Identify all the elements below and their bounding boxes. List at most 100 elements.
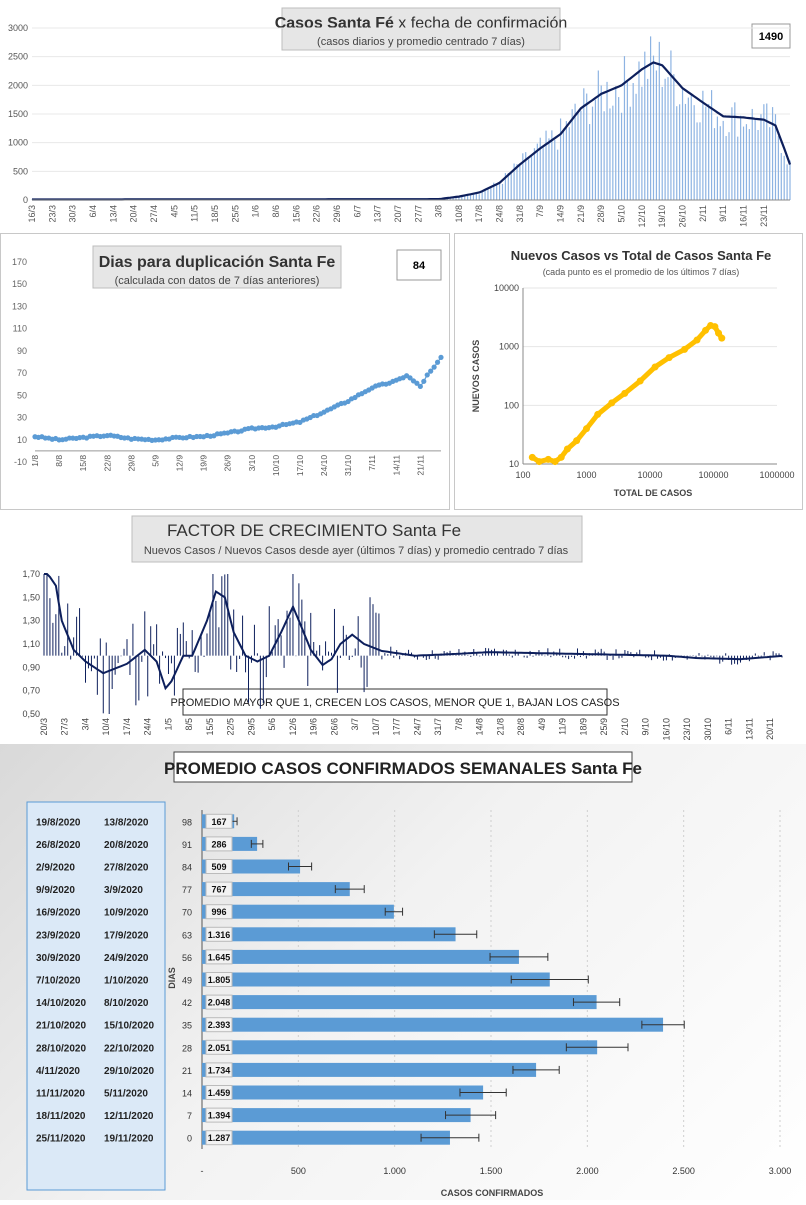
- doubling-subtitle: (calculada con datos de 7 días anteriore…: [115, 275, 320, 287]
- cases-xtick: 13/4: [108, 205, 118, 223]
- scatter-point: [636, 377, 644, 385]
- cases-xtick: 4/5: [169, 205, 179, 218]
- growth-xtick: 22/5: [226, 718, 236, 736]
- doubling-xtick: 26/9: [223, 455, 233, 472]
- cases-xtick: 22/6: [312, 205, 322, 223]
- growth-xtick: 5/6: [267, 718, 277, 731]
- cases-xtick: 7/9: [535, 205, 545, 218]
- scatter-point: [557, 453, 565, 461]
- weekly-value-label: 1.645: [208, 952, 231, 962]
- weekly-start-date: 17/9/2020: [104, 930, 149, 941]
- growth-xtick: 30/10: [703, 718, 713, 741]
- weekly-start-date: 10/9/2020: [104, 908, 149, 919]
- scatter-point: [715, 329, 723, 337]
- growth-xtick: 10/7: [371, 718, 381, 736]
- weekly-value-label: 1.734: [208, 1065, 231, 1075]
- cases-xtick: 20/4: [129, 205, 139, 223]
- cases-xtick: 18/5: [210, 205, 220, 223]
- weekly-value-label: 2.048: [208, 998, 231, 1008]
- scatter-point: [528, 453, 536, 461]
- cases-xtick: 29/6: [332, 205, 342, 223]
- weekly-bar: [202, 1017, 664, 1032]
- growth-xtick: 14/8: [475, 718, 485, 736]
- growth-xtick: 3/7: [350, 718, 360, 731]
- doubling-ytick: 110: [13, 324, 27, 334]
- scatter-point: [563, 445, 571, 453]
- cases-xtick: 17/8: [474, 205, 484, 223]
- scatter-ytick: 1000: [499, 342, 519, 352]
- weekly-chart-panel: PROMEDIO CASOS CONFIRMADOS SEMANALES San…: [0, 744, 806, 1200]
- doubling-xtick: 1/8: [30, 455, 40, 467]
- cases-ytick: 1000: [8, 138, 28, 148]
- cases-badge: 1490: [759, 31, 783, 43]
- weekly-label-box: [205, 1062, 233, 1078]
- cases-ytick: 2000: [8, 80, 28, 90]
- growth-xtick: 29/5: [246, 718, 256, 736]
- weekly-start-date: 13/8/2020: [104, 817, 149, 828]
- cases-ytick: 0: [23, 195, 28, 205]
- cases-subtitle: (casos diarios y promedio centrado 7 día…: [317, 36, 525, 48]
- doubling-ytick: 10: [17, 435, 27, 445]
- cases-average-line: [32, 61, 792, 201]
- weekly-xtick: 1.000: [383, 1166, 406, 1176]
- growth-xtick: 8/5: [184, 718, 194, 731]
- doubling-xtick: 19/9: [199, 455, 209, 472]
- weekly-end-date: 25/11/2020: [36, 1134, 86, 1145]
- cases-xtick: 27/7: [413, 205, 423, 223]
- weekly-end-date: 7/10/2020: [36, 976, 81, 987]
- weekly-end-date: 23/9/2020: [36, 930, 81, 941]
- weekly-value-label: 509: [211, 862, 226, 872]
- doubling-ytick: -10: [14, 457, 27, 467]
- scatter-point: [718, 334, 726, 342]
- cases-xtick: 1/6: [251, 205, 261, 218]
- scatter-ylabel: NUEVOS CASOS: [471, 340, 481, 413]
- doubling-chart-panel: Dias para duplicación Santa Fe (calculad…: [0, 233, 450, 510]
- doubling-xtick: 21/11: [415, 455, 425, 476]
- growth-xtick: 6/11: [724, 718, 734, 735]
- weekly-bar: [202, 995, 597, 1010]
- growth-xtick: 24/4: [143, 718, 153, 736]
- weekly-xtick: -: [201, 1166, 204, 1176]
- growth-xtick: 28/8: [516, 718, 526, 736]
- scatter-point: [608, 399, 616, 407]
- cases-ytick: 500: [13, 166, 28, 176]
- weekly-xlabel: CASOS CONFIRMADOS: [441, 1188, 544, 1198]
- weekly-start-date: 27/8/2020: [104, 863, 149, 874]
- weekly-start-date: 8/10/2020: [104, 998, 149, 1009]
- weekly-label-box: [205, 859, 233, 874]
- cases-xtick: 28/9: [596, 205, 606, 223]
- growth-xtick: 26/6: [329, 718, 339, 736]
- cases-xtick: 15/6: [291, 205, 301, 223]
- scatter-point: [551, 458, 559, 466]
- doubling-badge: 84: [413, 260, 426, 272]
- weekly-bar: [202, 904, 394, 919]
- growth-xtick: 10/4: [101, 718, 111, 736]
- weekly-end-date: 2/9/2020: [36, 863, 75, 874]
- weekly-dias-tick: 84: [182, 863, 192, 873]
- cases-xtick: 25/5: [230, 205, 240, 223]
- cases-xtick: 23/3: [47, 205, 57, 223]
- scatter-xtick: 1000: [576, 470, 596, 480]
- doubling-ytick: 170: [12, 257, 27, 267]
- scatter-title: Nuevos Casos vs Total de Casos Santa Fe: [511, 248, 772, 263]
- doubling-xtick: 29/8: [126, 455, 136, 472]
- growth-ytick: 0,70: [22, 686, 40, 696]
- doubling-ytick: 130: [12, 301, 27, 311]
- growth-xtick: 31/7: [433, 718, 443, 736]
- growth-xtick: 9/10: [641, 718, 651, 736]
- weekly-dias-tick: 35: [182, 1021, 192, 1031]
- growth-xtick: 4/9: [537, 718, 547, 731]
- cases-xtick: 26/10: [678, 205, 688, 228]
- weekly-start-date: 12/11/2020: [104, 1111, 154, 1122]
- cases-xtick: 6/4: [88, 205, 98, 218]
- weekly-value-label: 2.393: [208, 1020, 231, 1030]
- weekly-ylabel: DIAS: [167, 967, 177, 989]
- growth-ytick: 0,50: [22, 709, 40, 719]
- cases-xtick: 10/8: [454, 205, 464, 223]
- cases-xtick: 3/8: [434, 205, 444, 218]
- doubling-xtick: 5/9: [150, 455, 160, 467]
- doubling-title-box: [92, 245, 342, 289]
- weekly-label-box: [205, 994, 233, 1010]
- weekly-label-box: [205, 813, 233, 829]
- scatter-ytick: 10000: [494, 283, 519, 293]
